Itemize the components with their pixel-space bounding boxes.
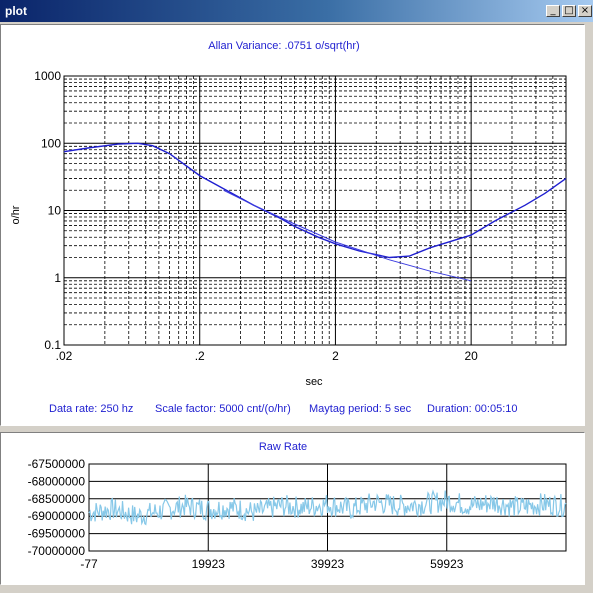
allan-x-tick-label: 2 xyxy=(332,349,339,363)
allan-variance-chart: Allan Variance: .0751 o/sqrt(hr) o/hr se… xyxy=(10,40,567,415)
allan-chart-title: Allan Variance: .0751 o/sqrt(hr) xyxy=(208,40,359,52)
allan-y-axis-label: o/hr xyxy=(10,205,22,224)
maytag-period-label: Maytag period: 5 sec xyxy=(309,403,412,415)
raw-x-tick-label: 19923 xyxy=(192,557,226,571)
data-rate-label: Data rate: 250 hz xyxy=(49,403,133,415)
allan-x-axis-label: sec xyxy=(305,376,323,388)
raw-y-tick-label: -67500000 xyxy=(28,457,86,471)
raw-series xyxy=(88,489,567,526)
raw-y-tick-label: -68000000 xyxy=(28,474,86,488)
allan-tick-labels: .02 .2 2 20 0.1 1 10 100 1000 xyxy=(34,69,478,363)
allan-series xyxy=(63,142,567,282)
allan-y-tick-label: 100 xyxy=(41,136,61,150)
raw-plot-frame xyxy=(88,463,567,552)
duration-label: Duration: 00:05:10 xyxy=(427,403,518,415)
raw-chart-title: Raw Rate xyxy=(259,441,307,453)
raw-series-line xyxy=(88,489,567,526)
allan-series-line xyxy=(63,142,567,259)
allan-variance-panel: Allan Variance: .0751 o/sqrt(hr) o/hr se… xyxy=(0,24,585,426)
title-bar[interactable]: plot _ □ × xyxy=(0,0,593,22)
close-button[interactable]: × xyxy=(578,5,592,17)
raw-x-tick-label: -77 xyxy=(80,557,98,571)
raw-y-tick-label: -70000000 xyxy=(28,544,86,558)
raw-grid xyxy=(88,463,567,552)
maximize-button[interactable]: □ xyxy=(562,5,576,17)
allan-y-tick-label: 1000 xyxy=(34,69,61,83)
raw-tick-labels: -67500000 -68000000 -68500000 -69000000 -695… xyxy=(28,457,464,571)
raw-y-tick-label: -68500000 xyxy=(28,492,86,506)
raw-rate-chart: Raw Rate -67500000 -68000000 -68500000 -690… xyxy=(28,441,567,571)
allan-grid xyxy=(63,75,567,346)
allan-plot-frame xyxy=(63,75,567,346)
allan-y-tick-label: 10 xyxy=(48,204,62,218)
allan-x-tick-label: .2 xyxy=(195,349,205,363)
allan-x-tick-label: 20 xyxy=(464,349,478,363)
allan-y-tick-label: 0.1 xyxy=(44,338,61,352)
raw-y-tick-label: -69500000 xyxy=(28,527,86,541)
raw-x-tick-label: 39923 xyxy=(311,557,345,571)
raw-rate-panel: Raw Rate -67500000 -68000000 -68500000 -690… xyxy=(0,432,585,585)
scale-factor-label: Scale factor: 5000 cnt/(o/hr) xyxy=(155,403,291,415)
allan-series-line xyxy=(223,189,472,282)
raw-y-tick-label: -69000000 xyxy=(28,509,86,523)
minimize-button[interactable]: _ xyxy=(546,5,560,17)
allan-y-tick-label: 1 xyxy=(54,271,61,285)
window-title: plot xyxy=(5,4,27,18)
allan-x-tick-label: .02 xyxy=(56,349,73,363)
raw-x-tick-label: 59923 xyxy=(430,557,464,571)
